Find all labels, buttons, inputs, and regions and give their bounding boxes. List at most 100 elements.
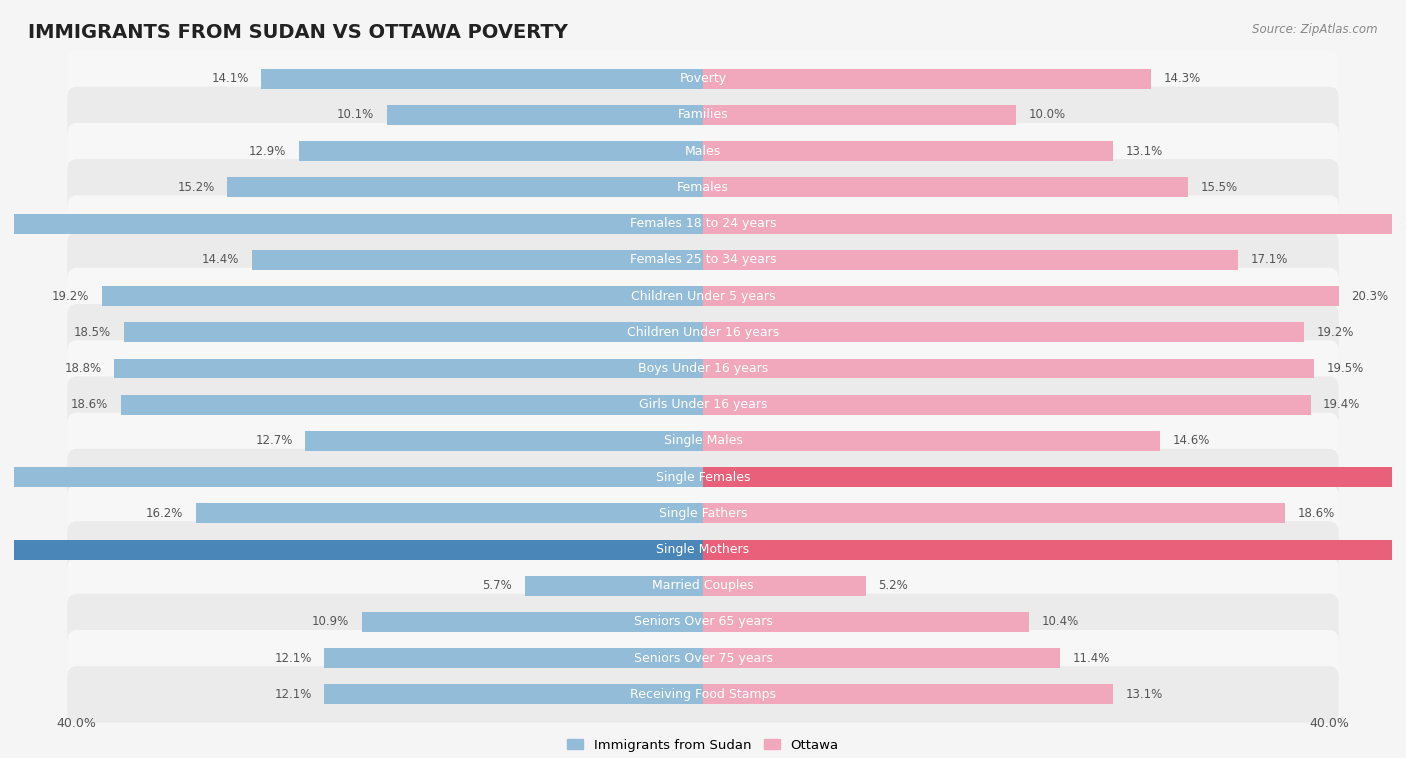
FancyBboxPatch shape — [67, 485, 1339, 541]
Text: 11.4%: 11.4% — [1073, 652, 1109, 665]
Bar — [524, 576, 703, 596]
Bar — [703, 69, 1152, 89]
Text: 13.1%: 13.1% — [1126, 688, 1163, 701]
Text: 14.6%: 14.6% — [1173, 434, 1211, 447]
Bar — [703, 359, 1313, 378]
Bar — [703, 431, 1160, 451]
Bar — [703, 105, 1017, 125]
Bar — [703, 684, 1114, 704]
Bar — [703, 503, 1285, 523]
Text: 19.2%: 19.2% — [52, 290, 89, 302]
FancyBboxPatch shape — [67, 449, 1339, 506]
Bar — [262, 69, 703, 89]
Bar — [703, 576, 866, 596]
Bar — [124, 322, 703, 342]
Text: 10.1%: 10.1% — [337, 108, 374, 121]
Bar — [226, 177, 703, 197]
Bar — [361, 612, 703, 632]
Text: 10.4%: 10.4% — [1042, 615, 1078, 628]
Text: 22.0%: 22.0% — [1405, 217, 1406, 230]
Text: Poverty: Poverty — [679, 72, 727, 85]
FancyBboxPatch shape — [67, 377, 1339, 433]
Text: 14.3%: 14.3% — [1163, 72, 1201, 85]
Text: 12.7%: 12.7% — [256, 434, 292, 447]
FancyBboxPatch shape — [67, 412, 1339, 469]
FancyBboxPatch shape — [67, 522, 1339, 578]
Bar — [703, 648, 1060, 668]
FancyBboxPatch shape — [67, 86, 1339, 143]
Bar — [387, 105, 703, 125]
Text: 19.2%: 19.2% — [1317, 326, 1354, 339]
Text: Children Under 5 years: Children Under 5 years — [631, 290, 775, 302]
Text: Seniors Over 75 years: Seniors Over 75 years — [634, 652, 772, 665]
Bar — [0, 214, 703, 233]
FancyBboxPatch shape — [67, 666, 1339, 722]
Text: 18.8%: 18.8% — [65, 362, 101, 375]
Text: 5.7%: 5.7% — [482, 579, 512, 592]
Text: 10.0%: 10.0% — [1029, 108, 1066, 121]
Text: 14.4%: 14.4% — [202, 253, 239, 266]
FancyBboxPatch shape — [67, 304, 1339, 361]
Text: 12.9%: 12.9% — [249, 145, 287, 158]
FancyBboxPatch shape — [67, 630, 1339, 687]
Text: 10.9%: 10.9% — [312, 615, 349, 628]
Bar — [325, 684, 703, 704]
Text: Single Mothers: Single Mothers — [657, 543, 749, 556]
Text: 12.1%: 12.1% — [274, 652, 312, 665]
Text: Single Males: Single Males — [664, 434, 742, 447]
Text: Families: Families — [678, 108, 728, 121]
Bar — [195, 503, 703, 523]
FancyBboxPatch shape — [67, 558, 1339, 614]
Text: Boys Under 16 years: Boys Under 16 years — [638, 362, 768, 375]
Text: 19.5%: 19.5% — [1326, 362, 1364, 375]
FancyBboxPatch shape — [67, 340, 1339, 396]
FancyBboxPatch shape — [67, 196, 1339, 252]
Bar — [703, 322, 1305, 342]
Bar — [703, 214, 1392, 233]
Text: 5.2%: 5.2% — [879, 579, 908, 592]
FancyBboxPatch shape — [67, 159, 1339, 215]
Text: Children Under 16 years: Children Under 16 years — [627, 326, 779, 339]
Text: 16.2%: 16.2% — [146, 507, 183, 520]
Bar — [703, 250, 1239, 270]
Text: Males: Males — [685, 145, 721, 158]
Text: 13.1%: 13.1% — [1126, 145, 1163, 158]
Text: 18.6%: 18.6% — [1298, 507, 1336, 520]
Bar — [0, 467, 703, 487]
Bar — [703, 540, 1406, 559]
Text: 17.1%: 17.1% — [1251, 253, 1288, 266]
Text: 18.6%: 18.6% — [70, 398, 108, 411]
FancyBboxPatch shape — [67, 594, 1339, 650]
Text: Seniors Over 65 years: Seniors Over 65 years — [634, 615, 772, 628]
Text: Single Females: Single Females — [655, 471, 751, 484]
Bar — [703, 467, 1406, 487]
Text: Single Fathers: Single Fathers — [659, 507, 747, 520]
Bar — [325, 648, 703, 668]
Bar — [0, 540, 703, 559]
Text: Females 25 to 34 years: Females 25 to 34 years — [630, 253, 776, 266]
Text: 20.3%: 20.3% — [1351, 290, 1388, 302]
Bar — [114, 359, 703, 378]
FancyBboxPatch shape — [67, 51, 1339, 107]
Bar — [703, 177, 1188, 197]
Text: Receiving Food Stamps: Receiving Food Stamps — [630, 688, 776, 701]
Text: 12.1%: 12.1% — [274, 688, 312, 701]
Text: Females: Females — [678, 181, 728, 194]
Bar — [703, 395, 1310, 415]
Text: 18.5%: 18.5% — [75, 326, 111, 339]
Bar — [703, 286, 1339, 306]
Bar — [101, 286, 703, 306]
Text: 19.4%: 19.4% — [1323, 398, 1361, 411]
FancyBboxPatch shape — [67, 268, 1339, 324]
Text: Married Couples: Married Couples — [652, 579, 754, 592]
Bar — [305, 431, 703, 451]
Text: IMMIGRANTS FROM SUDAN VS OTTAWA POVERTY: IMMIGRANTS FROM SUDAN VS OTTAWA POVERTY — [28, 23, 568, 42]
FancyBboxPatch shape — [67, 123, 1339, 180]
Legend: Immigrants from Sudan, Ottawa: Immigrants from Sudan, Ottawa — [567, 738, 839, 751]
Text: Girls Under 16 years: Girls Under 16 years — [638, 398, 768, 411]
Bar — [703, 141, 1114, 161]
Text: 14.1%: 14.1% — [211, 72, 249, 85]
Bar — [703, 612, 1029, 632]
Text: 15.2%: 15.2% — [177, 181, 215, 194]
Text: Females 18 to 24 years: Females 18 to 24 years — [630, 217, 776, 230]
